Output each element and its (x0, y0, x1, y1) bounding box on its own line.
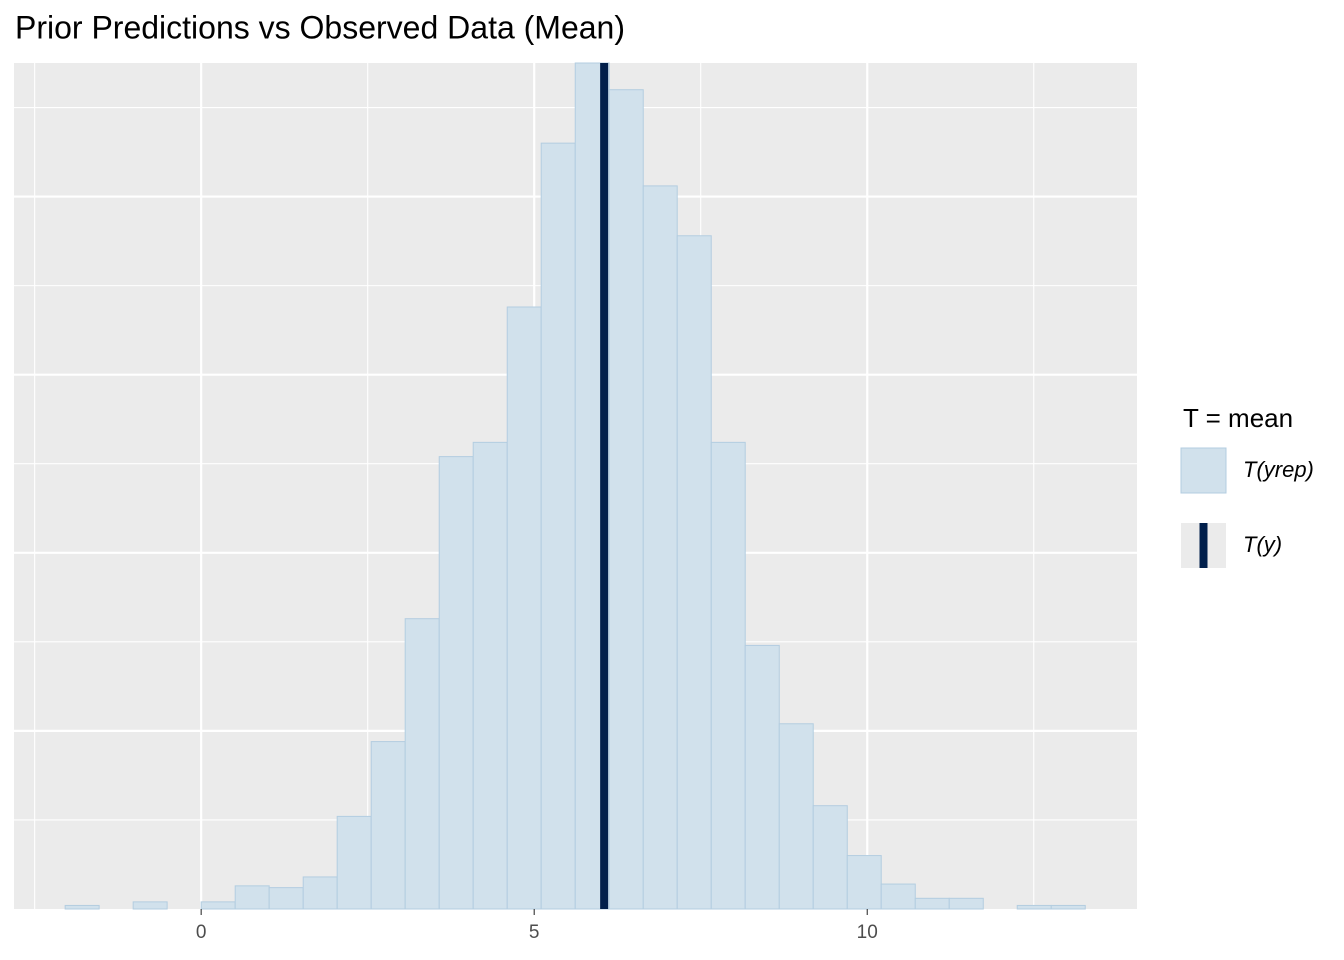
bar (1016, 904, 1052, 910)
legend-title: T = mean (1183, 403, 1293, 433)
x-tick-label: 10 (857, 922, 878, 943)
bar (336, 815, 372, 910)
bar (880, 883, 916, 910)
bar (812, 805, 848, 910)
bar (1050, 904, 1086, 910)
bar (200, 901, 236, 910)
bar (948, 897, 984, 910)
legend-label: T(yrep) (1243, 457, 1314, 482)
x-tick-label: 0 (196, 922, 207, 943)
bar (914, 897, 950, 910)
bar (268, 887, 304, 910)
bar (64, 904, 100, 910)
bar (438, 456, 474, 910)
bar (778, 723, 814, 910)
legend-label: T(y) (1243, 532, 1282, 557)
bar (540, 142, 576, 910)
bar (234, 885, 270, 910)
bar (846, 855, 882, 910)
bar (302, 876, 338, 910)
bar (506, 306, 542, 910)
x-tick-label: 5 (529, 922, 540, 943)
bar (744, 644, 780, 910)
bar (710, 441, 746, 910)
bar (404, 618, 440, 910)
bar (472, 441, 508, 910)
bar (676, 235, 712, 910)
bar (370, 741, 406, 910)
chart-title: Prior Predictions vs Observed Data (Mean… (15, 9, 625, 45)
bar (642, 185, 678, 910)
legend-key (1180, 447, 1227, 494)
bar (608, 89, 644, 910)
bar (132, 901, 168, 910)
